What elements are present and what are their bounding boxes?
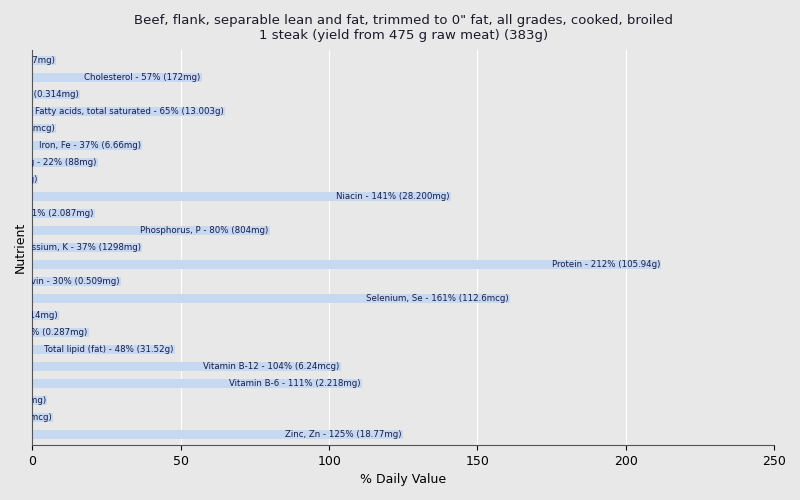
Text: Protein - 212% (105.94g): Protein - 212% (105.94g) <box>551 260 660 269</box>
Text: Potassium, K - 37% (1298mg): Potassium, K - 37% (1298mg) <box>13 243 141 252</box>
Text: Magnesium, Mg - 22% (88mg): Magnesium, Mg - 22% (88mg) <box>0 158 96 167</box>
Bar <box>33 192 450 201</box>
Bar <box>33 311 59 320</box>
Text: Sodium, Na - 9% (214mg): Sodium, Na - 9% (214mg) <box>0 311 58 320</box>
Bar <box>33 124 56 133</box>
Text: Thiamin - 19% (0.287mg): Thiamin - 19% (0.287mg) <box>0 328 87 337</box>
Y-axis label: Nutrient: Nutrient <box>14 222 27 273</box>
Text: Copper, Cu - 16% (0.314mg): Copper, Cu - 16% (0.314mg) <box>0 90 78 98</box>
Bar <box>33 345 175 354</box>
Bar <box>33 396 47 406</box>
Text: Vitamin B-6 - 111% (2.218mg): Vitamin B-6 - 111% (2.218mg) <box>229 379 360 388</box>
Bar <box>33 56 56 65</box>
Text: Total lipid (fat) - 48% (31.52g): Total lipid (fat) - 48% (31.52g) <box>44 345 174 354</box>
Bar <box>33 294 510 303</box>
Bar <box>33 260 662 269</box>
Title: Beef, flank, separable lean and fat, trimmed to 0" fat, all grades, cooked, broi: Beef, flank, separable lean and fat, tri… <box>134 14 673 42</box>
Text: Manganese, Mn - 2% (0.034mg): Manganese, Mn - 2% (0.034mg) <box>0 175 37 184</box>
Bar <box>33 242 142 252</box>
Bar <box>33 90 80 99</box>
Bar <box>33 362 341 371</box>
Text: Zinc, Zn - 125% (18.77mg): Zinc, Zn - 125% (18.77mg) <box>286 430 402 439</box>
Text: Iron, Fe - 37% (6.66mg): Iron, Fe - 37% (6.66mg) <box>38 141 141 150</box>
Bar <box>33 226 270 235</box>
Text: Calcium, Ca - 8% (77mg): Calcium, Ca - 8% (77mg) <box>0 56 54 64</box>
Text: Fatty acids, total saturated - 65% (13.003g): Fatty acids, total saturated - 65% (13.0… <box>35 107 224 116</box>
Bar <box>33 174 38 184</box>
Text: Vitamin E (alpha-tocopherol) - 5% (1.46mg): Vitamin E (alpha-tocopherol) - 5% (1.46m… <box>0 396 46 405</box>
Text: Vitamin B-12 - 104% (6.24mcg): Vitamin B-12 - 104% (6.24mcg) <box>203 362 339 371</box>
X-axis label: % Daily Value: % Daily Value <box>360 473 446 486</box>
Bar <box>33 379 362 388</box>
Bar <box>33 328 89 337</box>
Text: Niacin - 141% (28.200mg): Niacin - 141% (28.200mg) <box>336 192 450 201</box>
Text: Cholesterol - 57% (172mg): Cholesterol - 57% (172mg) <box>84 72 200 82</box>
Bar <box>33 413 54 422</box>
Bar <box>33 140 142 150</box>
Bar <box>33 430 403 440</box>
Text: Selenium, Se - 161% (112.6mcg): Selenium, Se - 161% (112.6mcg) <box>366 294 509 303</box>
Text: Riboflavin - 30% (0.509mg): Riboflavin - 30% (0.509mg) <box>2 277 120 286</box>
Bar <box>33 208 94 218</box>
Bar <box>33 106 226 116</box>
Bar <box>33 72 202 82</box>
Bar <box>33 277 122 286</box>
Text: Phosphorus, P - 80% (804mg): Phosphorus, P - 80% (804mg) <box>140 226 268 235</box>
Bar <box>33 158 98 167</box>
Text: Vitamin K (phylloquinone) - 7% (5.4mcg): Vitamin K (phylloquinone) - 7% (5.4mcg) <box>0 413 52 422</box>
Text: Folate, total - 8% (34mcg): Folate, total - 8% (34mcg) <box>0 124 54 133</box>
Text: Pantothenic acid - 21% (2.087mg): Pantothenic acid - 21% (2.087mg) <box>0 209 94 218</box>
